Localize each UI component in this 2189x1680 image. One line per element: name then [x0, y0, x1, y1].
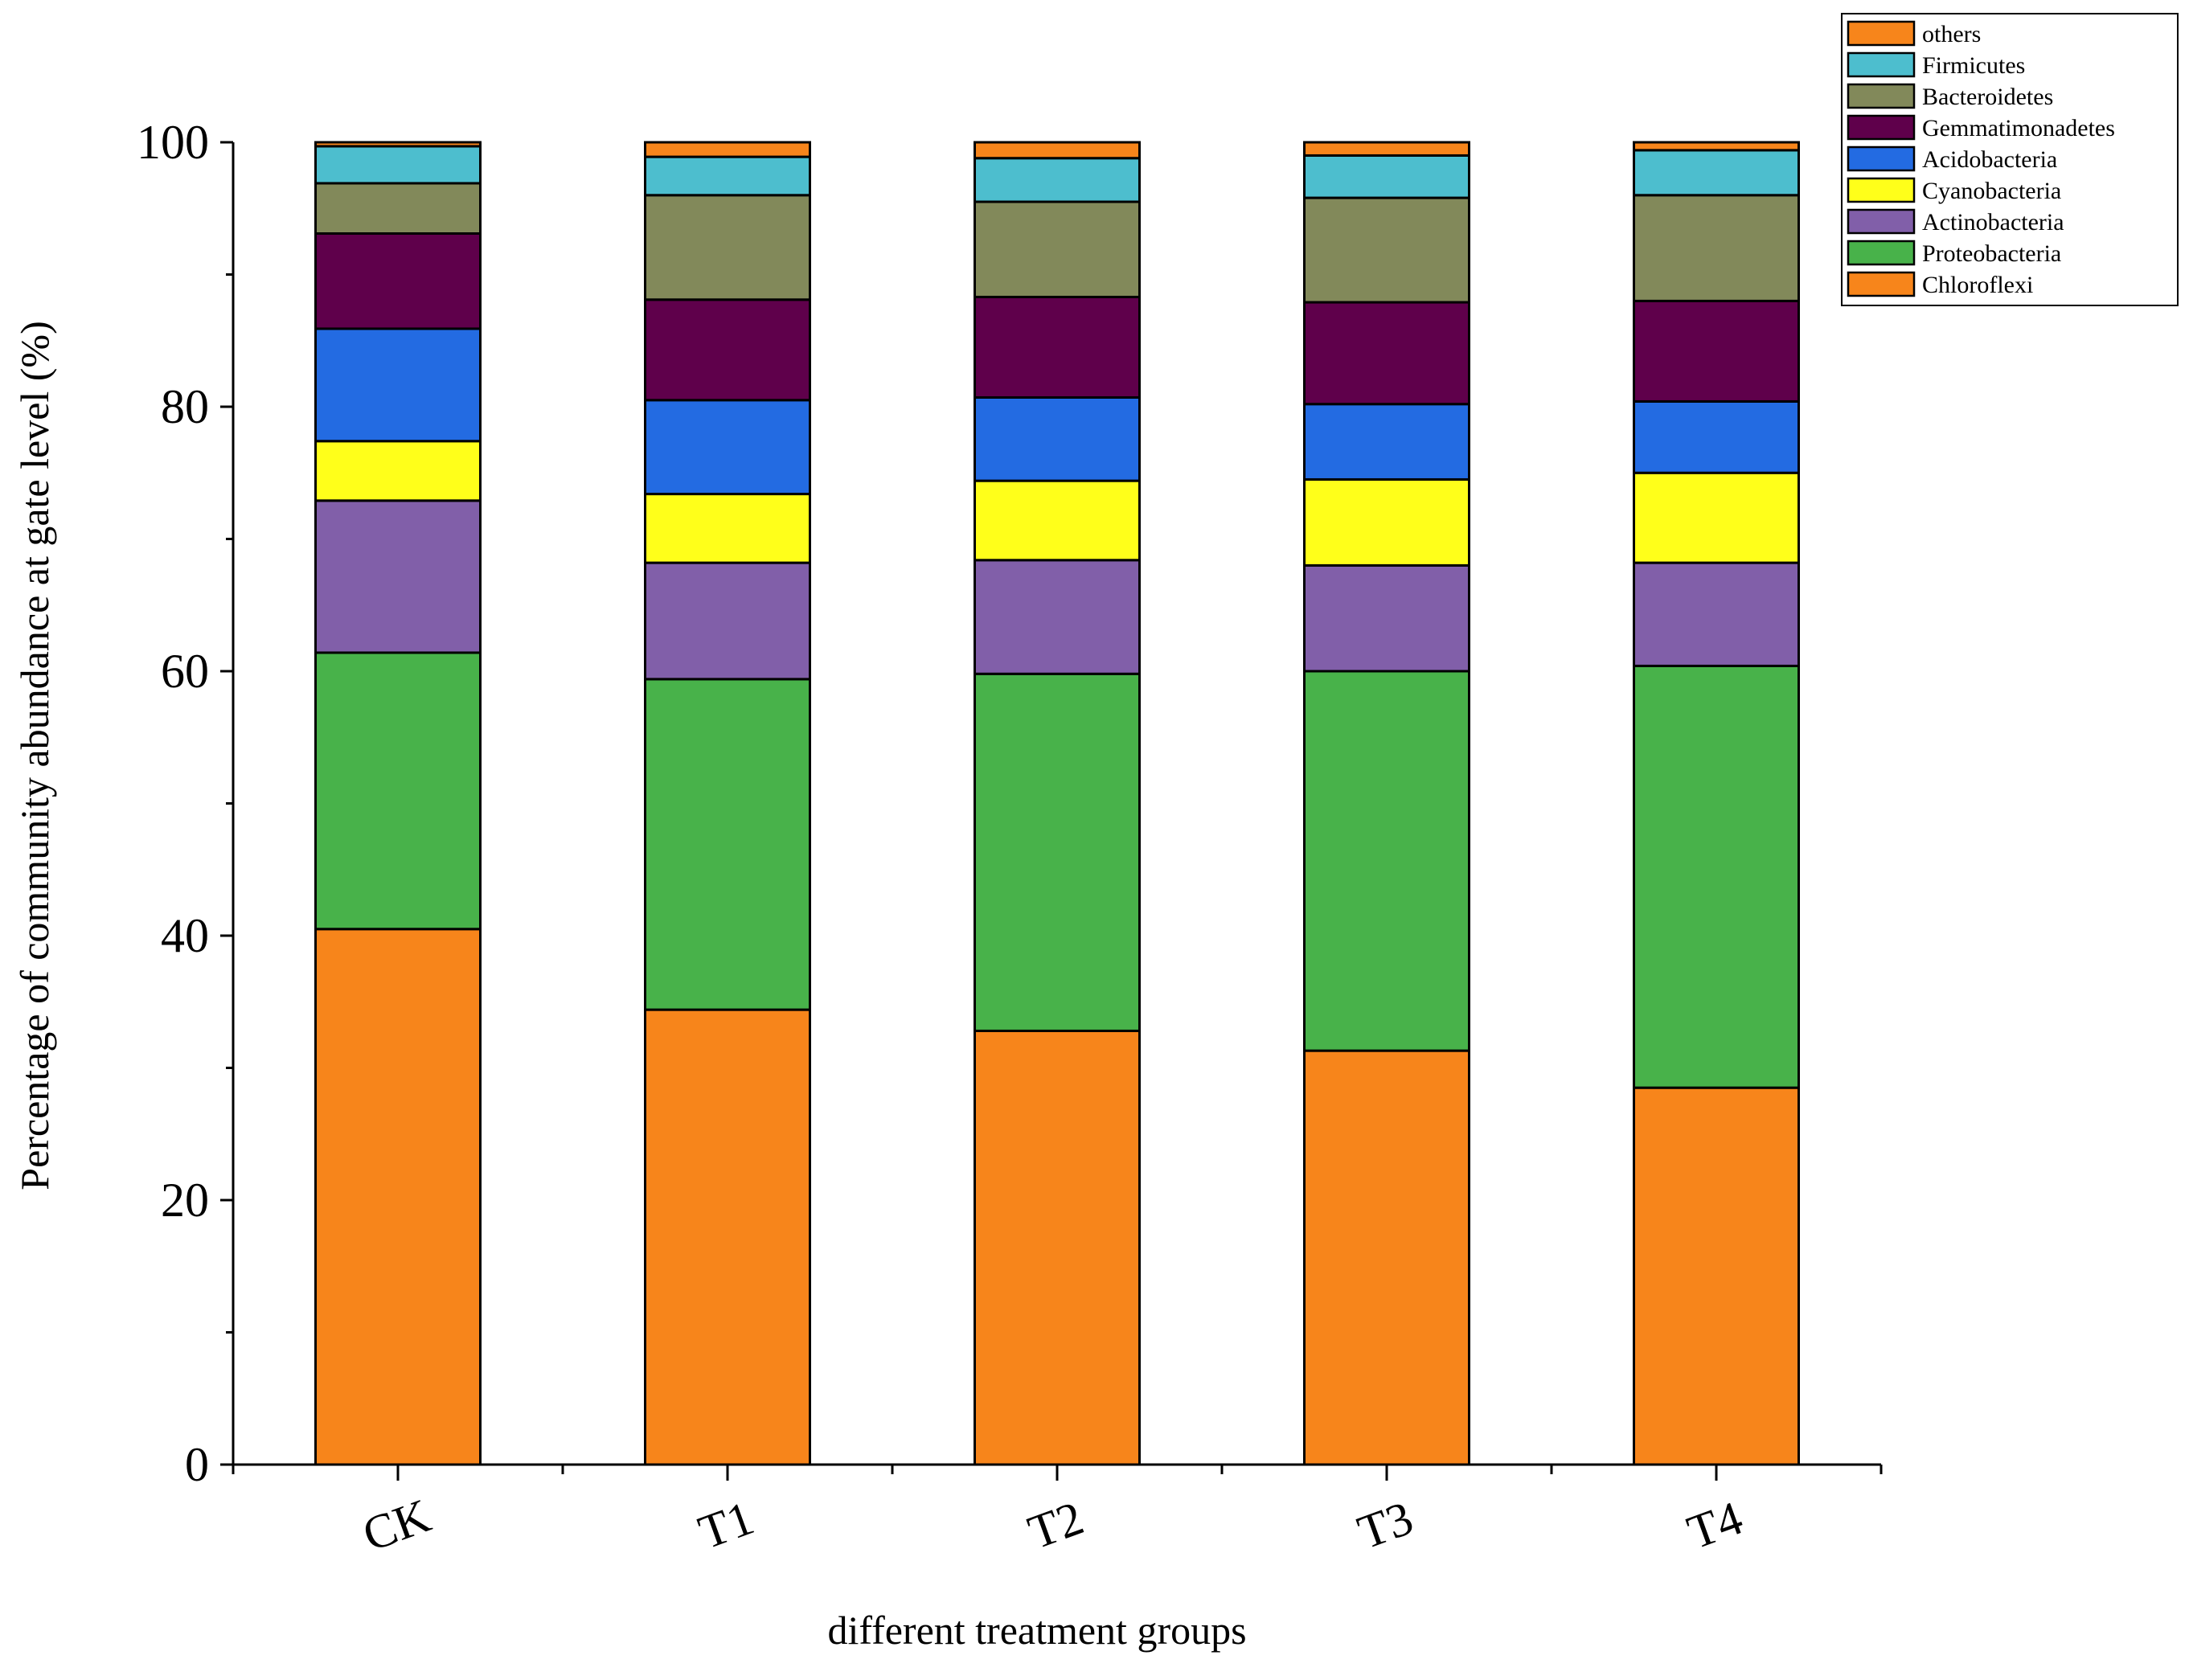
bar-segment-ck-chloroflexi: [314, 928, 482, 1466]
bar-segment-t1-chloroflexi: [644, 1008, 811, 1466]
bar-segment-t4-proteobacteria: [1633, 664, 1800, 1089]
y-tick-label-60: 60: [161, 645, 209, 698]
bar-segment-t4-actinobacteria: [1633, 561, 1800, 667]
bar-segment-ck-cyanobacteria: [314, 440, 482, 502]
bar-segment-t3-chloroflexi: [1303, 1049, 1470, 1466]
bar-segment-ck-proteobacteria: [314, 651, 482, 931]
bar-segment-t2-chloroflexi: [974, 1029, 1141, 1466]
bar-segment-t1-gemmatimonadetes: [644, 298, 811, 402]
legend-swatch-bacteroidetes: [1847, 83, 1916, 109]
legend-swatch-others: [1847, 20, 1916, 47]
legend-label-chloroflexi: Chloroflexi: [1922, 272, 2033, 298]
legend-label-others: others: [1922, 21, 1981, 47]
bar-segment-ck-firmicutes: [314, 145, 482, 185]
bar-segment-t2-others: [974, 141, 1141, 160]
bar-segment-t1-cyanobacteria: [644, 493, 811, 564]
bar-segment-t3-proteobacteria: [1303, 670, 1470, 1052]
legend-label-actinobacteria: Actinobacteria: [1922, 209, 2064, 236]
y-tick-label-80: 80: [161, 380, 209, 433]
bar-segment-t4-acidobacteria: [1633, 400, 1800, 474]
bar-segment-t3-others: [1303, 141, 1470, 157]
bar-segment-t3-firmicutes: [1303, 154, 1470, 199]
bar-segment-t1-actinobacteria: [644, 561, 811, 681]
bar-segment-t2-cyanobacteria: [974, 479, 1141, 562]
bar-segment-t1-proteobacteria: [644, 678, 811, 1011]
x-axis-title: different treatment groups: [827, 1608, 1246, 1653]
bar-segment-t3-actinobacteria: [1303, 563, 1470, 673]
y-tick-label-100: 100: [137, 116, 209, 169]
bar-segment-ck-bacteroidetes: [314, 182, 482, 236]
legend-label-acidobacteria: Acidobacteria: [1922, 146, 2057, 173]
bar-segment-ck-acidobacteria: [314, 327, 482, 443]
bar-segment-t2-firmicutes: [974, 157, 1141, 203]
bar-segment-t3-gemmatimonadetes: [1303, 301, 1470, 406]
legend-swatch-chloroflexi: [1847, 271, 1916, 297]
bar-segment-t4-others: [1633, 141, 1800, 152]
bar-segment-t4-bacteroidetes: [1633, 194, 1800, 302]
y-tick-label-40: 40: [161, 909, 209, 962]
legend-swatch-firmicutes: [1847, 51, 1916, 78]
bars-layer: [314, 141, 1800, 1466]
y-tick-label-20: 20: [161, 1174, 209, 1227]
legend: others Firmicutes Bacteroidetes Gemmatimona…: [1841, 13, 2179, 306]
legend-swatch-proteobacteria: [1847, 240, 1916, 266]
legend-label-proteobacteria: Proteobacteria: [1922, 240, 2061, 267]
bar-segment-t2-bacteroidetes: [974, 200, 1141, 298]
legend-swatch-acidobacteria: [1847, 145, 1916, 172]
bar-segment-t1-firmicutes: [644, 155, 811, 197]
y-axis-title: Percentage of community abundance at gat…: [12, 321, 57, 1190]
bar-segment-t4-gemmatimonadetes: [1633, 299, 1800, 403]
legend-swatch-actinobacteria: [1847, 208, 1916, 235]
legend-label-firmicutes: Firmicutes: [1922, 52, 2025, 79]
bar-segment-ck-actinobacteria: [314, 499, 482, 654]
legend-swatch-gemmatimonadetes: [1847, 114, 1916, 141]
legend-label-cyanobacteria: Cyanobacteria: [1922, 178, 2061, 204]
bar-segment-t3-cyanobacteria: [1303, 477, 1470, 567]
bar-segment-t4-chloroflexi: [1633, 1086, 1800, 1466]
bar-segment-t2-actinobacteria: [974, 559, 1141, 675]
bar-segment-t3-acidobacteria: [1303, 403, 1470, 481]
x-tick-label-t2: T2: [1022, 1491, 1090, 1559]
bar-segment-t4-firmicutes: [1633, 149, 1800, 197]
legend-label-gemmatimonadetes: Gemmatimonadetes: [1922, 115, 2115, 141]
bar-segment-ck-gemmatimonadetes: [314, 232, 482, 330]
bar-segment-ck-others: [314, 141, 482, 148]
x-tick-label-ck: CK: [356, 1489, 437, 1562]
bar-segment-t3-bacteroidetes: [1303, 196, 1470, 304]
bar-segment-t4-cyanobacteria: [1633, 471, 1800, 564]
bar-segment-t1-acidobacteria: [644, 399, 811, 496]
x-tick-label-t3: T3: [1351, 1491, 1420, 1559]
x-tick-label-t4: T4: [1681, 1491, 1749, 1559]
legend-swatch-cyanobacteria: [1847, 177, 1916, 203]
bar-segment-t2-proteobacteria: [974, 672, 1141, 1032]
bar-segment-t1-others: [644, 141, 811, 158]
x-tick-label-t1: T1: [692, 1491, 760, 1559]
bar-segment-t2-acidobacteria: [974, 395, 1141, 482]
y-tick-label-0: 0: [185, 1438, 209, 1491]
bar-segment-t2-gemmatimonadetes: [974, 295, 1141, 399]
bar-segment-t1-bacteroidetes: [644, 194, 811, 301]
legend-label-bacteroidetes: Bacteroidetes: [1922, 84, 2053, 110]
